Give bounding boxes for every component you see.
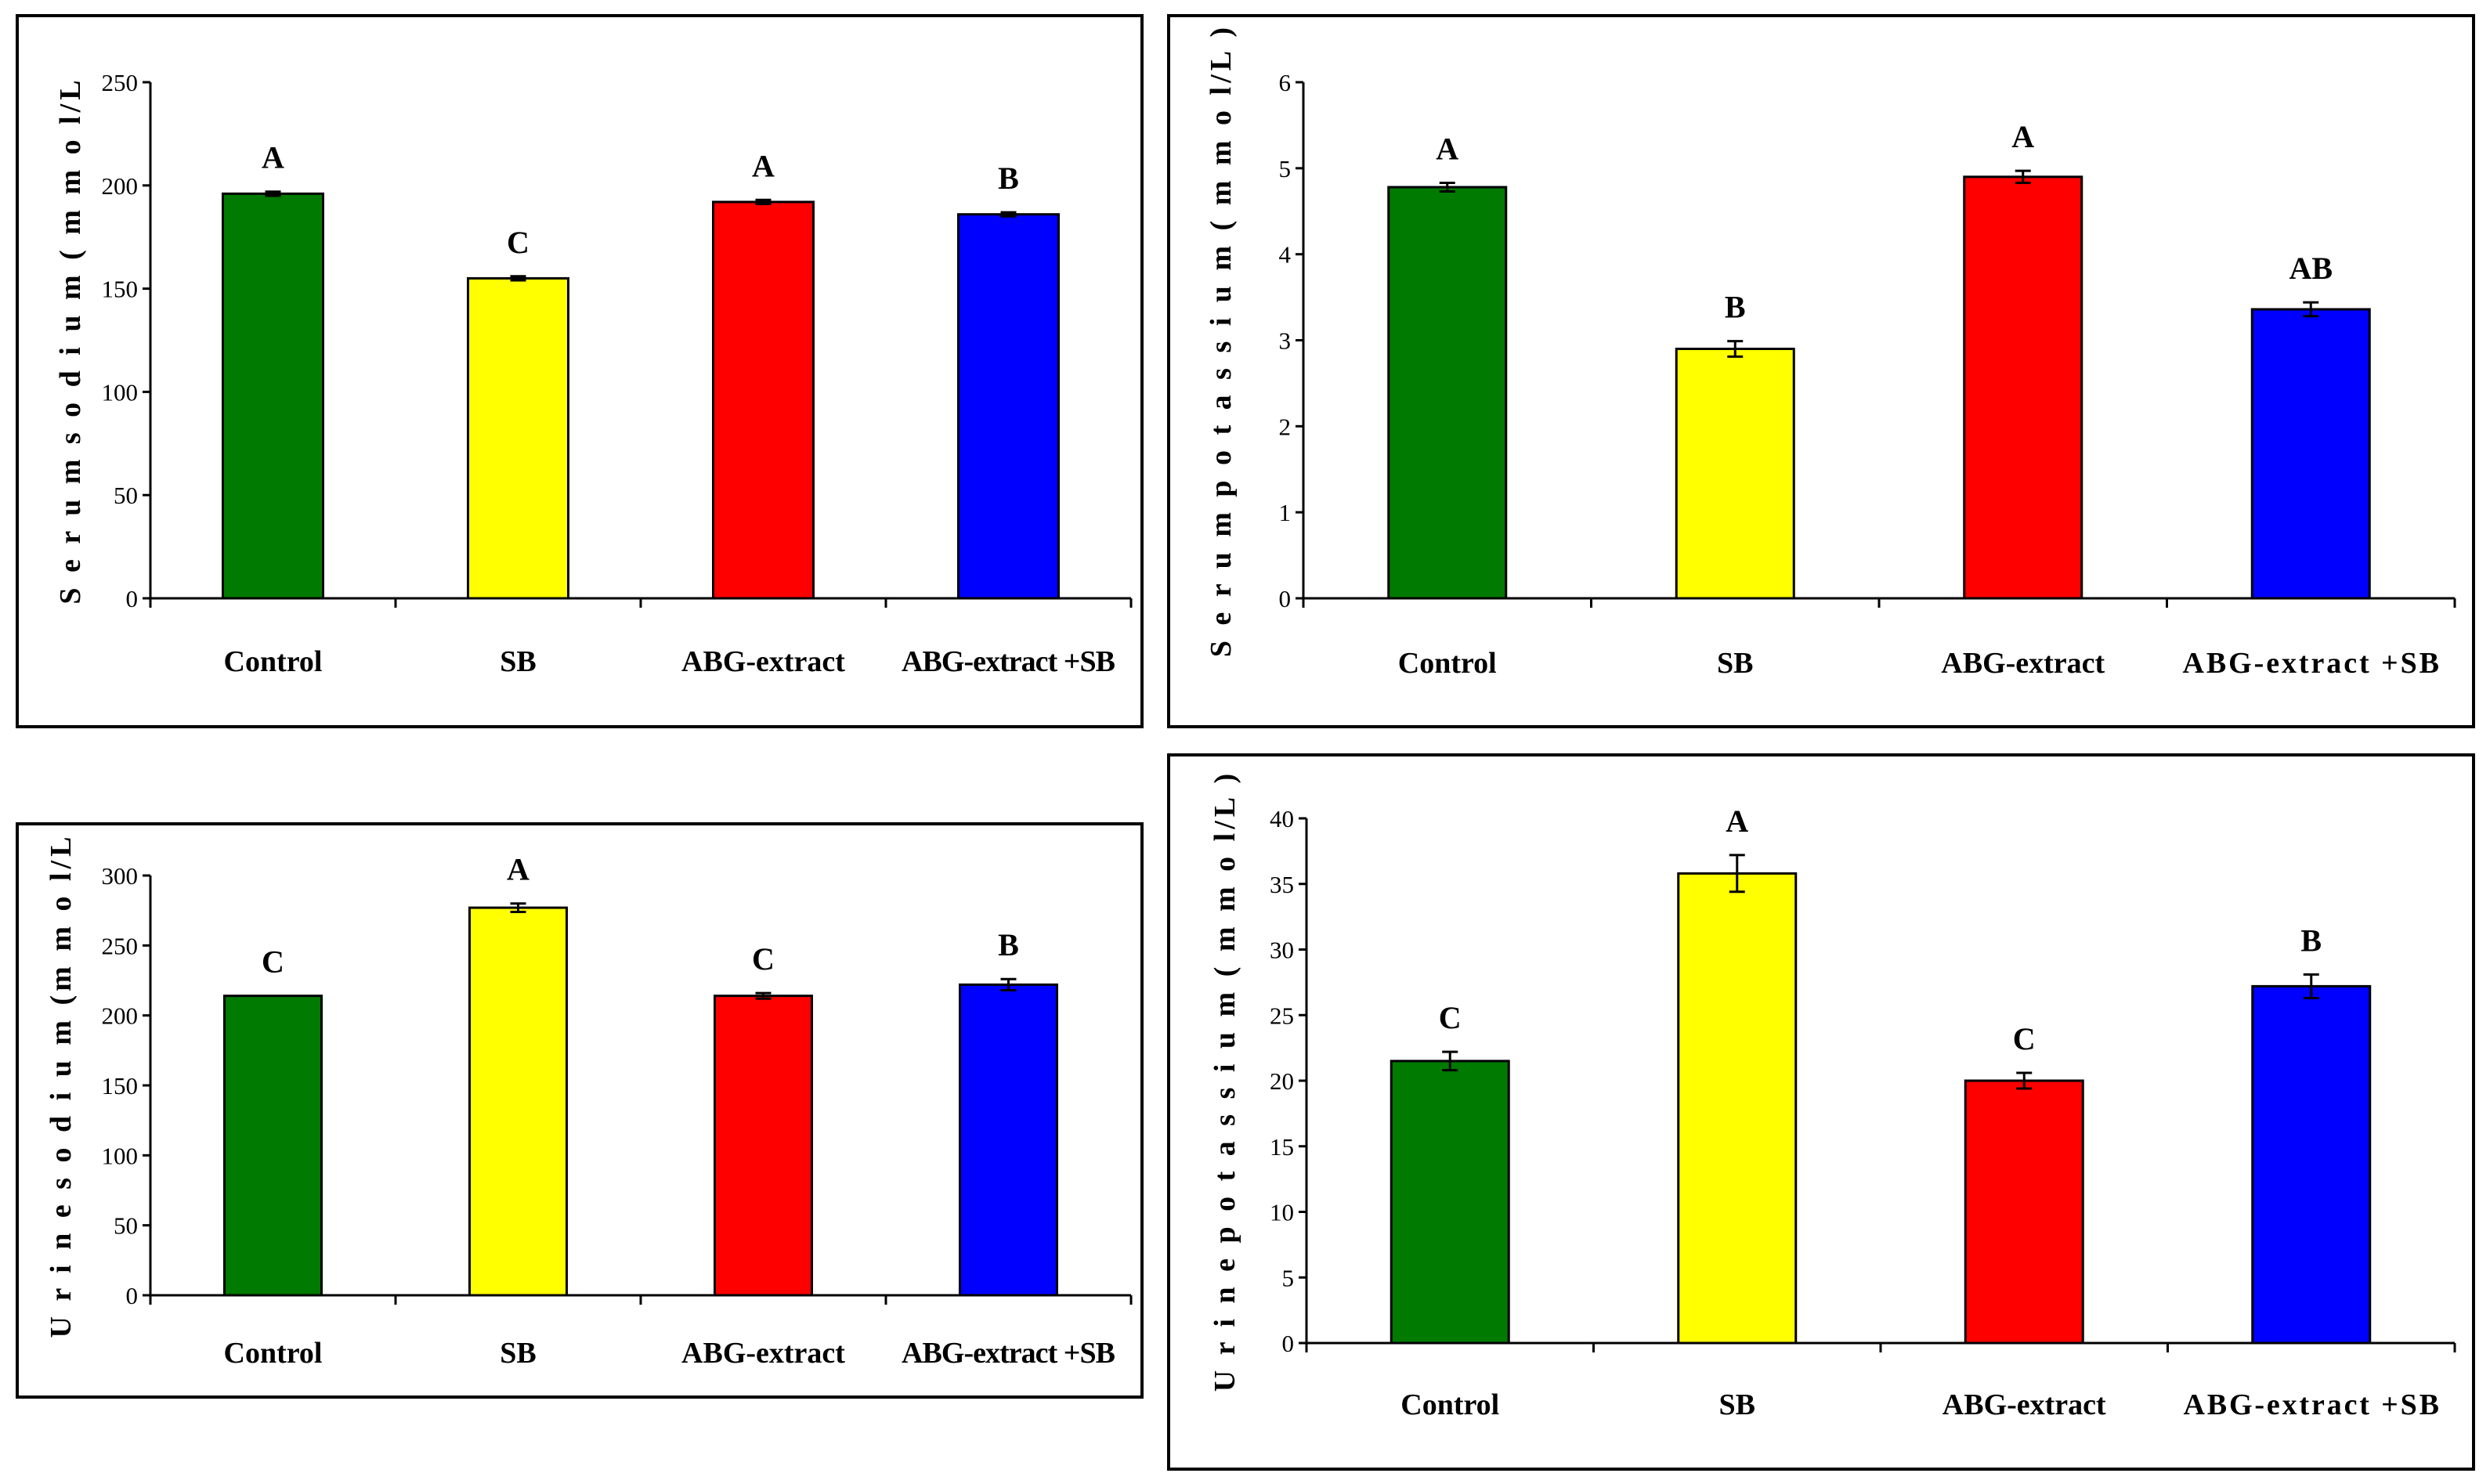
y-tick-label: 2 bbox=[1279, 413, 1292, 440]
y-tick-label: 30 bbox=[1270, 937, 1294, 964]
significance-letter: A bbox=[262, 140, 284, 175]
y-tick-label: 250 bbox=[102, 69, 139, 96]
category-label: SB bbox=[500, 1337, 536, 1370]
category-label: ABG-extract bbox=[1941, 647, 2105, 680]
y-tick-label: 4 bbox=[1279, 241, 1292, 269]
bar-1 bbox=[1387, 186, 1508, 600]
y-tick-label: 100 bbox=[102, 378, 139, 406]
bar-1 bbox=[1390, 1060, 1510, 1345]
bar-4 bbox=[2251, 984, 2372, 1345]
bar-3 bbox=[712, 200, 815, 600]
bar-3 bbox=[1963, 175, 2083, 600]
y-tick-label: 35 bbox=[1270, 871, 1294, 898]
category-label: ABG-extract bbox=[681, 1337, 845, 1370]
bar-2 bbox=[1675, 347, 1795, 600]
bar-2 bbox=[1677, 872, 1798, 1345]
y-tick-label: 100 bbox=[102, 1142, 139, 1169]
urine-potassium-chart: 0 5 10 15 20 25 30 35 40 C Control A SB C ABG-extract B… bbox=[1167, 753, 2475, 1471]
urine-sodium-svg: 0 50 100 150 200 250 300 C Control A SB C ABG-extrac… bbox=[45, 833, 1133, 1370]
y-axis-label: U r i n e s o d i u m (m m o l/L bbox=[45, 833, 78, 1338]
category-label: SB bbox=[1717, 647, 1753, 680]
significance-letter: C bbox=[1439, 1000, 1462, 1035]
y-tick-label: 6 bbox=[1279, 69, 1292, 96]
category-label: ABG-extract +SB bbox=[902, 1337, 1115, 1370]
y-tick-label: 5 bbox=[1279, 155, 1292, 182]
serum-potassium-chart: 0 1 2 3 4 5 6 A Control B SB A ABG-extract AB ABG-extr… bbox=[1167, 14, 2475, 728]
category-label: ABG-extract bbox=[681, 645, 845, 678]
serum-potassium-svg: 0 1 2 3 4 5 6 A Control B SB A ABG-extract AB ABG-extr… bbox=[1205, 23, 2456, 680]
y-tick-label: 5 bbox=[1282, 1264, 1295, 1291]
y-tick-label: 300 bbox=[102, 862, 139, 890]
y-tick-label: 150 bbox=[102, 276, 139, 303]
urine-potassium-svg: 0 5 10 15 20 25 30 35 40 C Control A SB C ABG-extract B… bbox=[1209, 770, 2456, 1421]
category-label: SB bbox=[1719, 1388, 1755, 1421]
y-tick-label: 25 bbox=[1270, 1002, 1294, 1029]
significance-letter: A bbox=[752, 148, 775, 183]
significance-letter: B bbox=[998, 161, 1019, 196]
y-tick-label: 15 bbox=[1270, 1133, 1294, 1161]
bar-1 bbox=[222, 192, 324, 600]
significance-letter: C bbox=[262, 944, 284, 980]
significance-letter: A bbox=[2011, 119, 2034, 154]
category-label: ABG-extract +SB bbox=[2184, 1388, 2440, 1421]
bar-3 bbox=[714, 995, 813, 1297]
significance-letter: A bbox=[507, 852, 529, 887]
significance-letter: C bbox=[752, 941, 775, 977]
y-tick-label: 50 bbox=[114, 482, 138, 509]
y-tick-label: 10 bbox=[1270, 1199, 1294, 1226]
category-label: Control bbox=[1398, 647, 1497, 680]
y-tick-label: 3 bbox=[1279, 327, 1292, 355]
category-label: ABG-extract +SB bbox=[902, 645, 1115, 678]
significance-letter: A bbox=[1726, 803, 1748, 839]
bar-1 bbox=[223, 995, 323, 1297]
y-axis-label: S e r u m p o t a s s i u m ( m m o l/L … bbox=[1205, 23, 1238, 657]
y-tick-label: 200 bbox=[102, 172, 139, 200]
significance-letter: B bbox=[998, 927, 1019, 962]
significance-letter: C bbox=[2013, 1021, 2036, 1056]
significance-letter: B bbox=[1725, 290, 1746, 325]
bar-2 bbox=[468, 906, 568, 1297]
y-tick-label: 0 bbox=[126, 585, 139, 612]
category-label: Control bbox=[224, 1337, 323, 1370]
bar-4 bbox=[957, 213, 1060, 600]
y-tick-label: 0 bbox=[1282, 1330, 1295, 1357]
category-label: SB bbox=[500, 645, 536, 678]
bar-4 bbox=[959, 983, 1058, 1297]
y-tick-label: 40 bbox=[1270, 805, 1294, 832]
y-tick-label: 20 bbox=[1270, 1067, 1294, 1095]
category-label: Control bbox=[1400, 1388, 1499, 1421]
bar-3 bbox=[1964, 1079, 2084, 1345]
bar-2 bbox=[467, 276, 569, 600]
serum-sodium-chart: 0 50 100 150 200 250 A Control C SB A ABG-extract B A… bbox=[16, 14, 1144, 728]
urine-sodium-chart: 0 50 100 150 200 250 300 C Control A SB C ABG-extrac… bbox=[16, 822, 1144, 1399]
category-label: Control bbox=[224, 645, 323, 678]
bar-4 bbox=[2250, 308, 2371, 600]
y-tick-label: 50 bbox=[114, 1212, 138, 1240]
y-tick-label: 0 bbox=[126, 1282, 139, 1309]
y-axis-label: S e r u m s o d i u m ( m m o l/L bbox=[54, 76, 87, 604]
y-tick-label: 250 bbox=[102, 932, 139, 959]
y-tick-label: 1 bbox=[1279, 499, 1292, 526]
significance-letter: AB bbox=[2289, 251, 2333, 286]
significance-letter: B bbox=[2300, 923, 2322, 958]
category-label: ABG-extract +SB bbox=[2183, 647, 2440, 680]
y-axis-label: U r i n e p o t a s s i u m ( m m o l/L … bbox=[1209, 770, 1241, 1392]
significance-letter: A bbox=[1436, 132, 1458, 167]
category-label: ABG-extract bbox=[1942, 1388, 2106, 1421]
y-tick-label: 150 bbox=[102, 1072, 139, 1099]
y-tick-label: 0 bbox=[1279, 585, 1292, 612]
y-tick-label: 200 bbox=[102, 1002, 139, 1030]
serum-sodium-svg: 0 50 100 150 200 250 A Control C SB A ABG-extract B A… bbox=[54, 69, 1133, 678]
significance-letter: C bbox=[507, 225, 529, 260]
